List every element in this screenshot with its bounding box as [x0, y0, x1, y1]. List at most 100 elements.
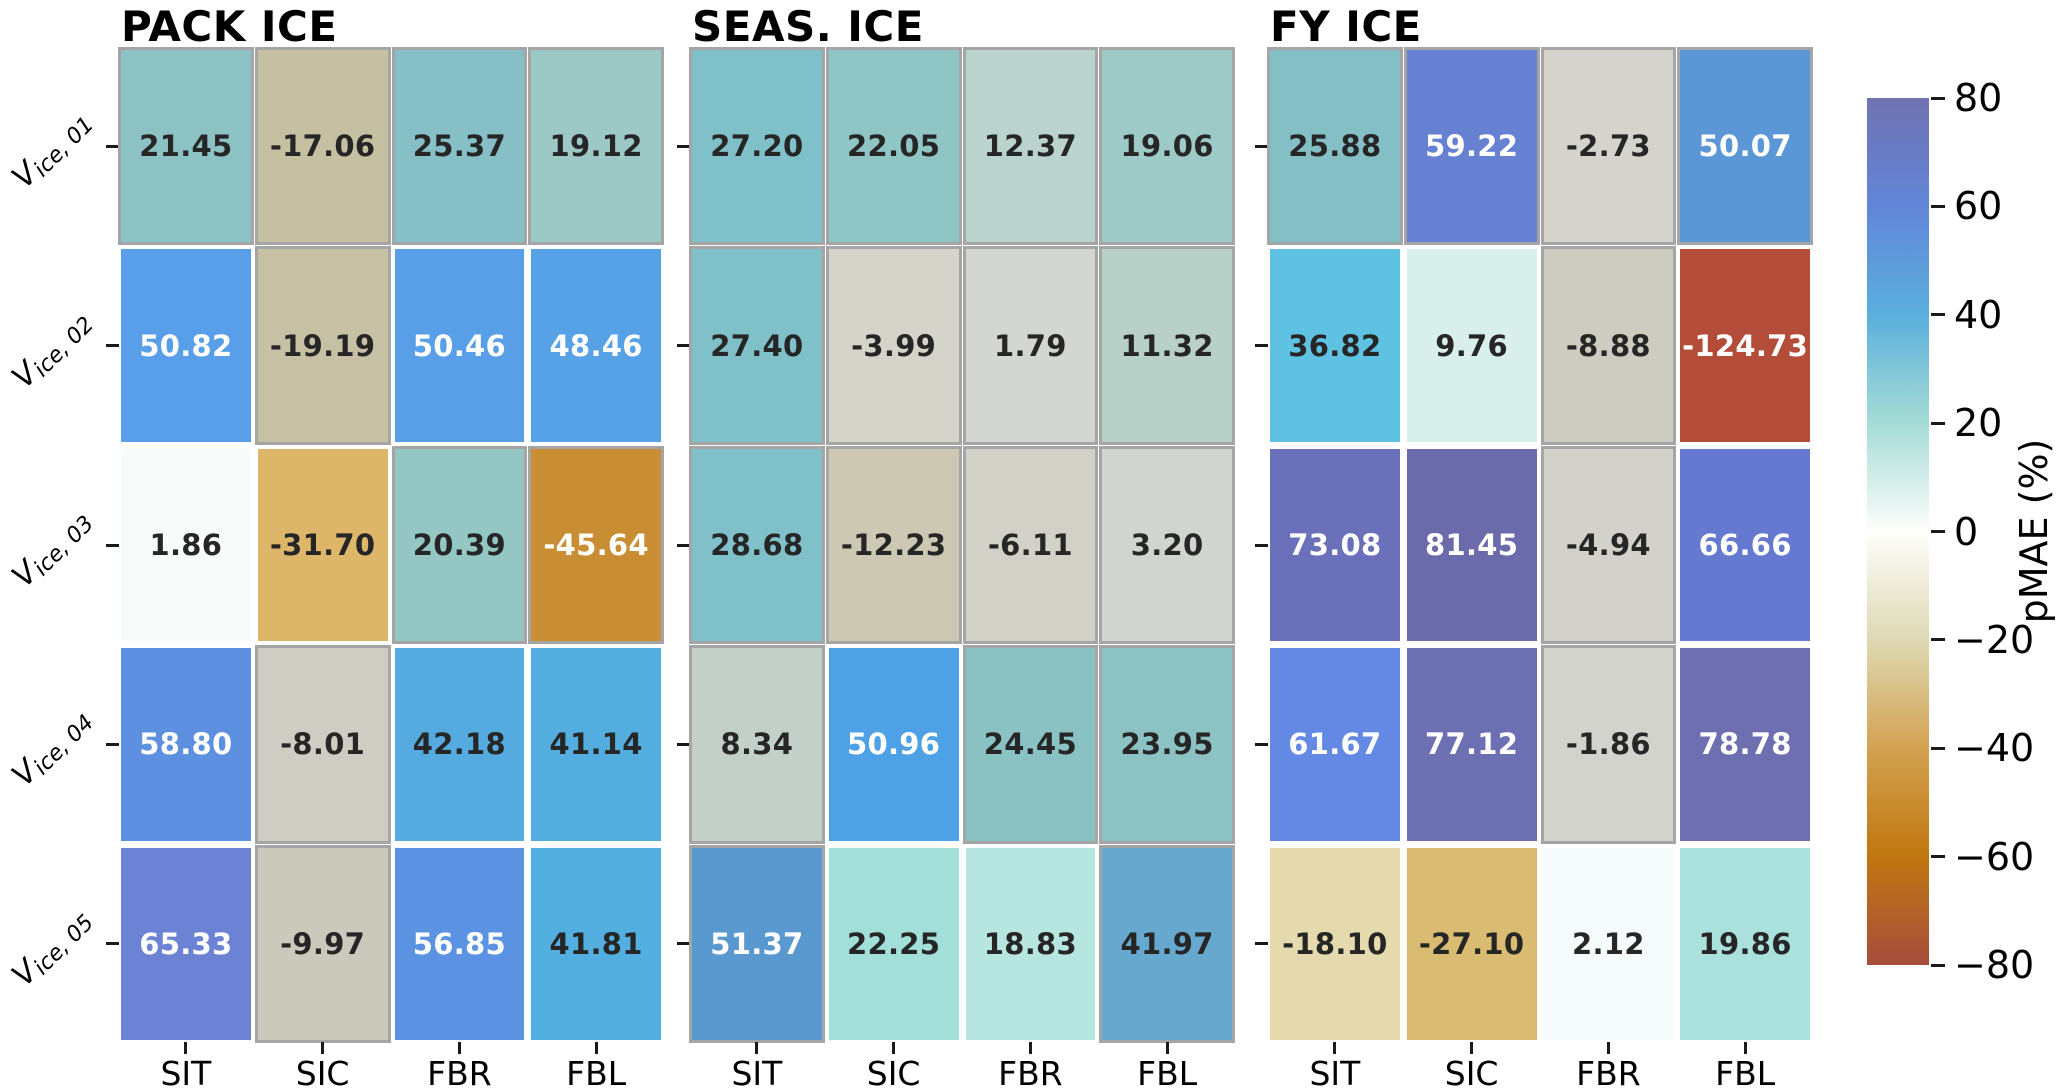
cell-value: 9.76: [1435, 328, 1508, 363]
heatmap-cell: 41.81: [531, 847, 661, 1040]
cell-value: 50.82: [139, 328, 233, 363]
cell-value: -8.01: [280, 727, 366, 762]
col-label-sit: SIT: [731, 1054, 783, 1091]
colorbar-tick-label: −40: [1954, 726, 2035, 771]
heatmap-cell: -8.01: [257, 648, 388, 841]
col-label-fbr: FBR: [998, 1054, 1063, 1091]
cell-value: -17.06: [269, 129, 376, 164]
colorbar-tick-label: 80: [1954, 76, 2003, 120]
heatmap-cell: -45.64: [531, 448, 661, 642]
col-label-fbr: FBR: [1576, 1054, 1641, 1091]
x-axis-tick: [1606, 1042, 1610, 1054]
heatmap-cell: 36.82: [1270, 249, 1400, 442]
cell-value: -2.73: [1565, 129, 1651, 164]
cell-value: 50.96: [847, 727, 941, 762]
heatmap-cell: 22.05: [828, 50, 959, 243]
cell-value: 59.22: [1425, 129, 1519, 164]
col-label-fbl: FBL: [1137, 1054, 1198, 1091]
cell-value: 22.05: [847, 129, 941, 164]
cell-value: -124.73: [1682, 328, 1809, 363]
heatmap-cell: -4.94: [1543, 448, 1674, 642]
heatmap-cell: 3.20: [1102, 448, 1232, 642]
heatmap-cell: 20.39: [394, 448, 525, 642]
row-label-v-ice-04: Vice, 04: [5, 701, 99, 795]
row-label-v-ice-01: Vice, 01: [5, 103, 99, 197]
heatmap-cell: 12.37: [965, 50, 1096, 243]
heatmap-cell: -1.86: [1543, 648, 1674, 841]
cell-value: 25.88: [1288, 129, 1382, 164]
heatmap-cell: 18.83: [965, 847, 1096, 1040]
y-axis-tick: [1255, 942, 1268, 946]
colorbar-tick-label: −20: [1954, 617, 2035, 662]
heatmap-cell: 22.25: [828, 847, 959, 1040]
cell-value: 50.07: [1698, 129, 1792, 164]
colorbar-tick-label: 20: [1954, 401, 2003, 446]
colorbar-tick: [1931, 204, 1945, 208]
cell-value: 81.45: [1425, 527, 1519, 562]
heatmap-cell: 66.66: [1680, 448, 1810, 642]
heatmap-cell: -27.10: [1406, 847, 1537, 1040]
cell-value: -12.23: [840, 527, 947, 562]
cell-value: -6.11: [987, 527, 1073, 562]
cell-value: 22.25: [847, 926, 941, 961]
cell-value: 18.83: [983, 926, 1077, 961]
y-axis-tick: [1255, 344, 1268, 348]
heatmap-cell: 51.37: [692, 847, 822, 1040]
heatmap-cell: -2.73: [1543, 50, 1674, 243]
cell-value: 2.12: [1571, 926, 1645, 961]
x-axis-tick: [457, 1042, 461, 1054]
x-axis-tick: [1743, 1042, 1747, 1054]
cell-value: 27.40: [710, 328, 804, 363]
heatmap-cell: 2.12: [1543, 847, 1674, 1040]
cell-value: 73.08: [1288, 527, 1382, 562]
col-label-fbl: FBL: [1715, 1054, 1776, 1091]
colorbar-tick: [1931, 421, 1945, 425]
colorbar: [1867, 98, 1929, 965]
cell-value: 58.80: [139, 727, 233, 762]
cell-value: -19.19: [269, 328, 376, 363]
heatmap-cell: 9.76: [1406, 249, 1537, 442]
heatmap-cell: -18.10: [1270, 847, 1400, 1040]
panel-title-seas-ice: SEAS. ICE: [692, 2, 924, 51]
colorbar-tick-label: −80: [1954, 943, 2035, 987]
cell-value: -8.88: [1565, 328, 1651, 363]
heatmap-cell: -17.06: [257, 50, 388, 243]
row-label-subscript: ice, 04: [29, 710, 100, 781]
cell-value: 19.12: [549, 129, 643, 164]
colorbar-tick-label: −60: [1954, 834, 2035, 879]
colorbar-tick: [1931, 313, 1945, 317]
cell-value: 77.12: [1425, 727, 1519, 762]
heatmap-cell: 50.46: [394, 249, 525, 442]
heatmap-cell: 56.85: [394, 847, 525, 1040]
heatmap-cell: 58.80: [121, 648, 251, 841]
heatmap-cell: 77.12: [1406, 648, 1537, 841]
x-axis-tick: [1470, 1042, 1474, 1054]
heatmap-cell: 27.20: [692, 50, 822, 243]
heatmap-cell: 48.46: [531, 249, 661, 442]
cell-value: 28.68: [710, 527, 804, 562]
heatmap-cell: 8.34: [692, 648, 822, 841]
heatmap-cell: 11.32: [1102, 249, 1232, 442]
heatmap-cell: 1.86: [121, 448, 251, 642]
col-label-sit: SIT: [160, 1054, 212, 1091]
y-axis-tick: [106, 543, 119, 547]
heatmap-cell: 50.96: [828, 648, 959, 841]
cell-value: 11.32: [1120, 328, 1214, 363]
cell-value: -27.10: [1418, 926, 1525, 961]
heatmap-cell: -19.19: [257, 249, 388, 442]
y-axis-tick: [677, 543, 690, 547]
panel-title-fy-ice: FY ICE: [1270, 2, 1422, 51]
x-axis-tick: [594, 1042, 598, 1054]
heatmap-cell: -9.97: [257, 847, 388, 1040]
heatmap-cell: 50.07: [1680, 50, 1810, 243]
heatmap-cell: -3.99: [828, 249, 959, 442]
cell-value: -18.10: [1282, 926, 1388, 961]
heatmap-cell: 19.06: [1102, 50, 1232, 243]
col-label-fbr: FBR: [427, 1054, 492, 1091]
heatmap-cell: 78.78: [1680, 648, 1810, 841]
cell-value: 50.46: [412, 328, 506, 363]
x-axis-tick: [1333, 1042, 1337, 1054]
heatmap-cell: 1.79: [965, 249, 1096, 442]
cell-value: 23.95: [1120, 727, 1214, 762]
